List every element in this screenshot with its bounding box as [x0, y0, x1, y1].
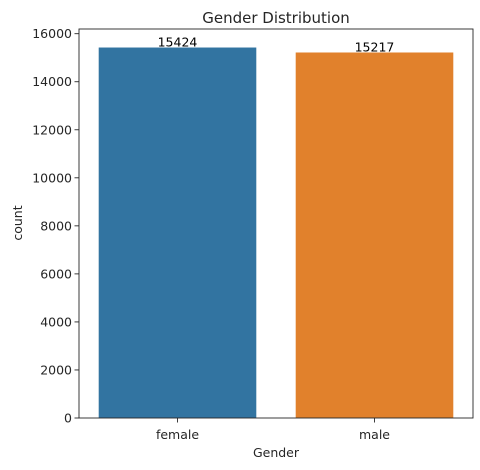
y-tick-label-0: 0	[64, 411, 72, 426]
bar-female	[98, 47, 257, 419]
y-tick-label-16000: 16000	[32, 26, 72, 41]
y-tick-label-12000: 12000	[32, 122, 72, 137]
y-axis-ticks: 0 2000 4000 6000 8000 10000 12000 14000 16000	[32, 26, 79, 426]
data-labels-layer: 15424 15217	[158, 35, 395, 55]
y-tick-label-4000: 4000	[40, 314, 72, 329]
y-tick-label-2000: 2000	[40, 362, 72, 377]
y-axis-label: count	[10, 205, 25, 240]
bars-layer	[98, 47, 454, 419]
plot-frame	[78, 28, 474, 419]
chart-title: Gender Distribution	[202, 9, 350, 27]
x-tick-label-female: female	[156, 427, 199, 442]
y-tick-label-10000: 10000	[32, 170, 72, 185]
y-tick-label-14000: 14000	[32, 74, 72, 89]
data-label-male: 15217	[355, 39, 395, 54]
data-label-female: 15424	[158, 35, 198, 50]
y-tick-label-6000: 6000	[40, 266, 72, 281]
x-axis-label: Gender	[253, 445, 300, 460]
y-tick-label-8000: 8000	[40, 218, 72, 233]
x-tick-label-male: male	[359, 427, 390, 442]
bar-male	[295, 52, 454, 418]
x-axis-ticks: female male	[156, 418, 390, 442]
